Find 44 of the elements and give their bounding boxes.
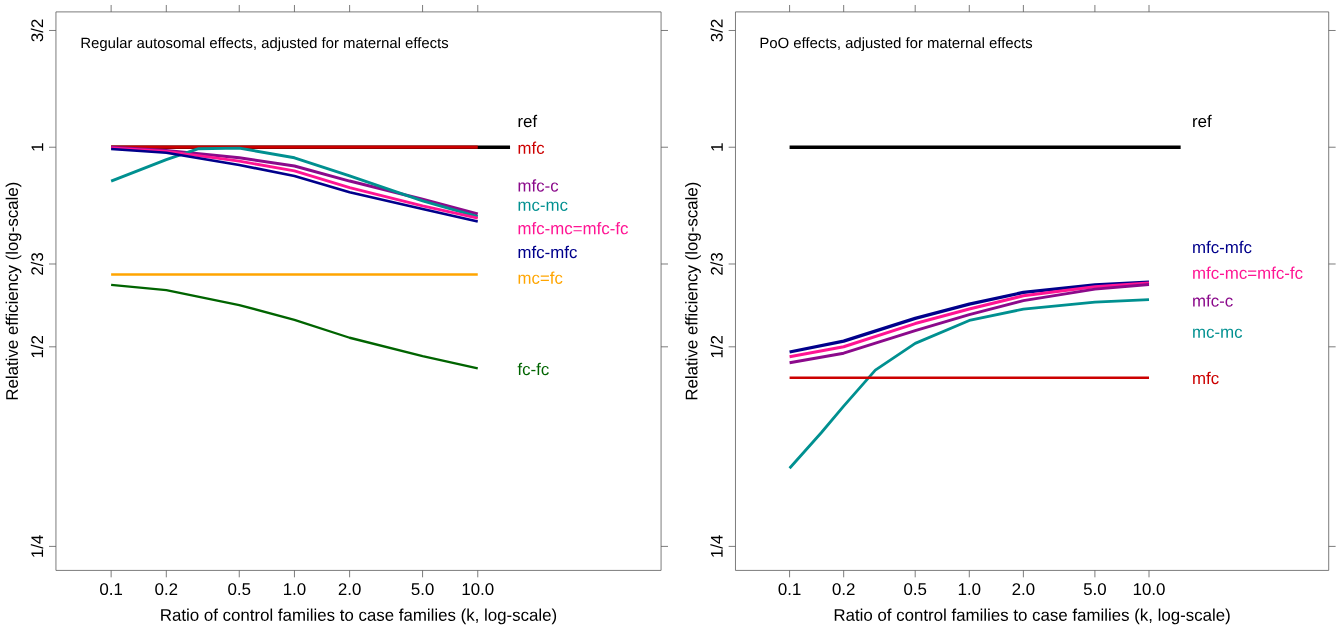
x-tick-label: 2.0 [338,583,361,596]
y-tick-label: 1 [31,143,44,151]
text: mc=fc [518,271,563,285]
y-tick-label: 3/2 [30,19,44,42]
y-tick-label: 1/2 [710,336,723,358]
y-tick-label: 1/2 [30,336,44,358]
x-tick-label: 0.1 [100,583,123,596]
y-tick-label: 1/4 [710,535,723,557]
x-tick-label: 1.0 [284,583,306,596]
x-tick-label: 1.0 [958,583,981,596]
text: Regular autosomal effects, adjusted for maternal effects [81,37,449,52]
x-tick-label: 0.2 [832,583,855,596]
x-tick-label: 5.0 [411,583,434,596]
series-label: ref [518,114,538,128]
text: fc-fc [517,362,549,376]
y-tick-label: 2/3 [30,253,44,275]
text: mfc-mc=mfc-fc [1193,266,1303,280]
x-tick-label: 0.2 [155,583,178,596]
x-axis-title: Ratio of control families to case families (k, log-scale) [834,608,1230,625]
text: mc-mc [518,201,568,212]
x-tick-label: 5.0 [1083,583,1106,596]
x-tick-label: 0.5 [904,583,927,596]
x-tick-label: 10.0 [1133,583,1165,596]
y-tick-label: 1/4 [30,535,44,557]
y-tick-label: 2/3 [710,253,723,275]
series-label: ref [1193,114,1212,128]
y-axis-title: Relative efficiency (log-scale) [685,182,701,400]
text: mfc-c [1193,294,1233,307]
x-tick-label: 10.0 [462,583,494,596]
text: mc-mc [1193,328,1243,339]
x-tick-label: 0.1 [778,583,801,596]
text: mfc-c [518,179,559,192]
y-tick-label: 1 [711,143,723,151]
y-axis-title: Relative efficiency (log-scale) [5,182,22,400]
text: mfc-mfc [1193,240,1252,254]
text: mfc-mc=mfc-fc [518,222,628,235]
text: mfc [518,141,545,155]
text: PoO effects, adjusted for maternal effects [760,37,1033,52]
text: mfc-mfc [518,245,577,259]
y-tick-label: 3/2 [710,19,723,42]
text: mfc [1193,371,1219,385]
x-axis-title: Ratio of control families to case families (k, log-scale) [161,608,557,625]
x-tick-label: 0.5 [228,583,251,596]
x-tick-label: 2.0 [1012,583,1035,596]
